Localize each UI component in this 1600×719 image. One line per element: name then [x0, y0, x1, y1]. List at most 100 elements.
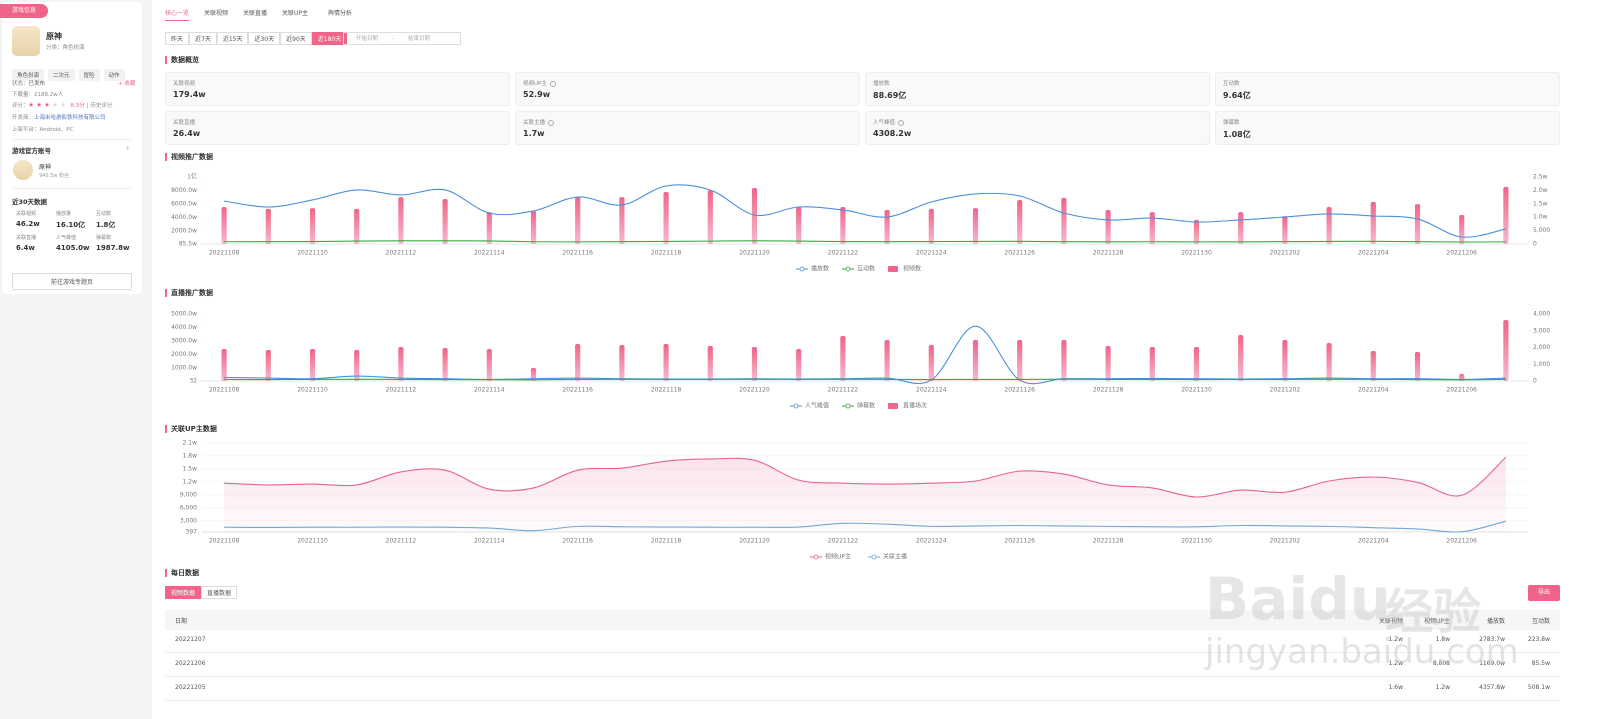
favorite-button[interactable]: + 收藏: [118, 81, 136, 87]
stat-value: 4105.0w: [56, 244, 90, 252]
nav-tab[interactable]: 舆情分析: [328, 10, 353, 17]
stat-value: 1987.8w: [96, 244, 130, 252]
bar: [840, 207, 846, 244]
stat-label: 播放量: [56, 211, 72, 217]
daily-tab[interactable]: 视频数据: [165, 586, 202, 599]
game-tag: 角色扮演: [12, 69, 45, 81]
line: [224, 520, 1507, 533]
game-tag: 二次元: [48, 69, 75, 81]
downloads-label: 下载量：2188.2w人: [12, 92, 64, 98]
x-tick-label: 20221122: [828, 387, 859, 394]
official-arrow[interactable]: ›: [126, 143, 130, 152]
y-tick-label: 1000.0w: [171, 364, 197, 371]
y-tick-label: 2,000: [1533, 344, 1550, 351]
x-tick-label: 20221116: [562, 387, 593, 394]
range-button[interactable]: 近180天: [311, 32, 348, 45]
daily-tab[interactable]: 直播数据: [201, 586, 238, 599]
range-button[interactable]: 近7天: [189, 32, 217, 45]
x-tick-label: 20221122: [828, 250, 859, 257]
nav-tab[interactable]: 核心一览: [165, 8, 190, 21]
stat-label: 关联视频: [16, 211, 37, 217]
table-cell: 20221205: [175, 684, 206, 691]
y-tick-label: 1,000: [1533, 361, 1550, 368]
bar: [1238, 334, 1244, 381]
account-name: 原神: [39, 164, 52, 171]
divider: [12, 139, 132, 140]
card-value: 9.64亿: [1223, 91, 1251, 100]
x-tick-label: 20221118: [651, 250, 682, 257]
overview-card: [1215, 72, 1560, 106]
table-cell: 1.6w: [1388, 684, 1403, 691]
bar: [265, 350, 271, 381]
x-tick-label: 20221118: [651, 387, 682, 394]
overview-card: [865, 111, 1210, 145]
overview-card: [165, 72, 510, 106]
table-cell: 1.2w: [1388, 636, 1403, 643]
y-tick-label: 6000.0w: [171, 201, 197, 208]
export-button[interactable]: 导出: [1528, 585, 1560, 601]
bar: [707, 345, 713, 381]
section-badge: 游戏信息: [0, 4, 48, 18]
bar: [663, 192, 669, 244]
range-button[interactable]: 近90天: [280, 32, 312, 45]
bar: [309, 208, 316, 244]
y-tick-label: 3000.0w: [171, 337, 197, 344]
y-tick-label: 9,000: [180, 491, 197, 498]
bar: [972, 208, 979, 244]
legend-swatch: [871, 554, 877, 560]
bar: [884, 339, 890, 381]
stat-label: 弹幕数: [96, 235, 112, 241]
card-value: 26.4w: [173, 129, 201, 138]
x-tick-label: 20221120: [739, 387, 770, 394]
bar: [1017, 339, 1023, 381]
range-button[interactable]: 近15天: [216, 32, 249, 45]
y-tick-label: 397: [186, 529, 198, 536]
section-heading: 直播推广数据: [165, 289, 213, 297]
bar: [354, 350, 360, 381]
bar: [619, 197, 625, 244]
bar: [398, 346, 404, 381]
game-tag: 冒险: [78, 69, 100, 81]
x-tick-label: 20221202: [1270, 387, 1301, 394]
rating-history: | 历史评分: [86, 103, 113, 109]
info-icon: [549, 80, 556, 87]
official-title: 游戏官方账号: [12, 147, 51, 155]
legend-label: 关联主播: [883, 553, 907, 561]
date-picker[interactable]: 开始日期 - 结束日期: [343, 32, 461, 45]
x-tick-label: 20221118: [651, 538, 682, 545]
section-heading: 视频推广数据: [165, 153, 213, 161]
line: [224, 240, 1506, 243]
bar: [1282, 339, 1288, 381]
range-button[interactable]: 近30天: [248, 32, 281, 45]
x-tick-label: 20221204: [1358, 250, 1389, 257]
y-tick-label: 4000.0w: [171, 324, 197, 331]
bar: [1503, 320, 1509, 381]
bar: [1061, 339, 1067, 381]
daily-tabs: 视频数据 直播数据: [165, 586, 238, 599]
card-label: 弹幕数: [1223, 120, 1240, 126]
game-name: 原神: [46, 32, 62, 41]
x-tick-label: 20221130: [1181, 538, 1212, 545]
x-tick-label: 20221128: [1093, 387, 1124, 394]
table-header-row: [165, 610, 1560, 630]
bar: [1149, 346, 1155, 381]
divider: [12, 188, 132, 189]
card-value: 88.69亿: [873, 91, 907, 100]
nav-tab[interactable]: 关联视频: [204, 10, 229, 17]
table-header: 关联视频: [1378, 618, 1403, 625]
topic-button[interactable]: 前往游戏专题页: [12, 273, 132, 290]
developer-value: 上海米哈游影铁科技有限公司: [34, 115, 106, 121]
developer-label: 开发商：: [12, 115, 35, 121]
x-tick-label: 20221108: [209, 538, 240, 545]
nav-tab[interactable]: 关联UP主: [282, 10, 309, 17]
x-tick-label: 20221126: [1004, 250, 1035, 257]
x-tick-label: 20221112: [386, 250, 417, 257]
range-button[interactable]: 昨天: [165, 32, 190, 45]
line: [224, 184, 1507, 238]
x-tick-label: 20221112: [386, 538, 417, 545]
x-tick-label: 20221206: [1446, 387, 1477, 394]
tag-row: 角色扮演 二次元 冒险 动作: [12, 62, 129, 81]
nav-tab[interactable]: 关联直播: [243, 10, 268, 17]
bar: [442, 198, 448, 244]
